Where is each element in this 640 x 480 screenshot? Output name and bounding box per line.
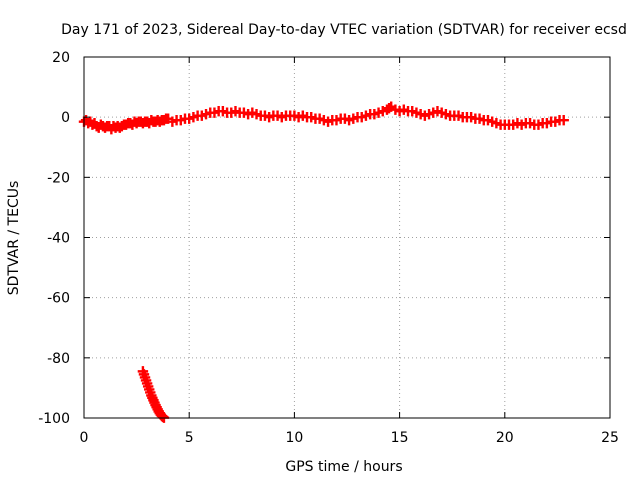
data-point [512, 117, 523, 129]
y-tick-label: 0 [61, 110, 70, 126]
data-point [314, 113, 325, 124]
data-point [247, 107, 258, 118]
plot-frame [83, 56, 611, 419]
x-tick-label: 25 [601, 430, 619, 446]
data-point [423, 108, 435, 120]
data-point [428, 107, 439, 118]
x-axis-label: GPS time / hours [285, 459, 402, 475]
data-point [184, 113, 195, 124]
data-point [491, 117, 502, 129]
data-point [533, 119, 544, 130]
data-point [230, 105, 241, 117]
data-point [465, 111, 477, 123]
data-point [276, 111, 287, 123]
data-point [407, 105, 418, 117]
data-point [373, 107, 384, 118]
data-point [394, 105, 405, 117]
x-tick-label: 20 [496, 430, 514, 446]
y-tick-label: -20 [47, 170, 70, 186]
data-point [343, 114, 355, 126]
data-point [482, 114, 494, 126]
data-point [436, 107, 447, 118]
y-tick-label: -80 [47, 351, 70, 367]
data-point [272, 110, 283, 121]
data-point [360, 110, 372, 121]
data-point [318, 114, 330, 126]
data-point [251, 108, 262, 120]
data-point [238, 107, 250, 118]
data-point [209, 107, 220, 118]
data-point [339, 113, 351, 124]
data-point [558, 114, 569, 126]
y-tick-label: 20 [52, 50, 70, 66]
data-point [297, 110, 309, 121]
data-point [293, 111, 304, 123]
data-point [432, 105, 443, 117]
data-point [259, 110, 271, 121]
data-point [419, 110, 431, 121]
data-point [508, 119, 519, 130]
data-point [411, 107, 422, 118]
data-point [289, 110, 300, 121]
data-point [486, 116, 498, 127]
data-point [263, 111, 275, 123]
y-axis-label: SDTVAR / TECUs [6, 181, 22, 296]
data-point [188, 111, 199, 123]
chart-title: Day 171 of 2023, Sidereal Day-to-day VTE… [61, 22, 627, 38]
data-point [242, 108, 254, 120]
y-tick-label: -40 [47, 231, 70, 247]
data-point [196, 110, 208, 121]
data-point [226, 107, 237, 118]
tick-layer: 0 5 10 15 20 25 -100 -80 -60 -40 -20 0 20 [38, 50, 619, 446]
data-point [356, 111, 367, 123]
grid-layer [84, 57, 610, 418]
y-tick-label: -100 [38, 411, 70, 427]
data-point [524, 117, 536, 129]
x-tick-label: 10 [285, 430, 303, 446]
x-tick-label: 15 [391, 430, 409, 446]
data-point [306, 111, 317, 123]
data-point [516, 119, 527, 130]
x-tick-label: 5 [185, 430, 194, 446]
data-point [550, 116, 561, 127]
x-tick-label: 0 [80, 430, 89, 446]
data-point [474, 113, 485, 124]
data-point [415, 108, 426, 120]
series-main [78, 101, 569, 135]
y-tick-label: -60 [47, 291, 70, 307]
data-points [78, 101, 569, 423]
data-point [453, 110, 464, 121]
data-point [322, 116, 334, 127]
data-point [398, 104, 410, 115]
data-point [217, 105, 229, 117]
data-point [348, 113, 359, 124]
series-outlier-tail [137, 366, 170, 423]
data-point [541, 117, 553, 129]
data-point [369, 108, 380, 120]
data-point [331, 114, 342, 126]
data-point [175, 114, 186, 126]
